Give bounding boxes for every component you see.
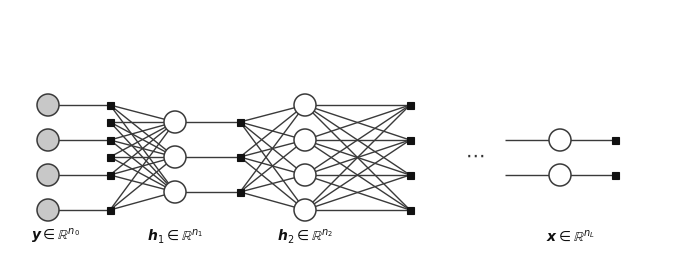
Circle shape xyxy=(549,129,571,151)
Bar xyxy=(407,102,414,108)
Bar xyxy=(106,136,113,144)
Circle shape xyxy=(164,181,186,203)
Circle shape xyxy=(294,129,316,151)
Bar xyxy=(106,153,113,161)
Bar xyxy=(407,171,414,179)
Text: $\cdots$: $\cdots$ xyxy=(466,146,484,165)
Circle shape xyxy=(164,111,186,133)
Circle shape xyxy=(294,94,316,116)
Circle shape xyxy=(37,94,59,116)
Circle shape xyxy=(549,164,571,186)
Bar xyxy=(237,188,244,196)
Bar xyxy=(612,136,619,144)
Bar xyxy=(407,136,414,144)
Circle shape xyxy=(37,199,59,221)
Circle shape xyxy=(294,199,316,221)
Circle shape xyxy=(37,129,59,151)
Bar xyxy=(612,171,619,179)
Text: $\boldsymbol{h}_1 \in \mathbb{R}^{n_1}$: $\boldsymbol{h}_1 \in \mathbb{R}^{n_1}$ xyxy=(147,228,203,246)
Circle shape xyxy=(294,164,316,186)
Bar xyxy=(106,119,113,125)
Bar xyxy=(106,207,113,214)
Bar xyxy=(237,119,244,125)
Bar xyxy=(106,171,113,179)
Bar xyxy=(407,207,414,214)
Bar xyxy=(106,102,113,108)
Text: $\boldsymbol{x} \in \mathbb{R}^{n_L}$: $\boldsymbol{x} \in \mathbb{R}^{n_L}$ xyxy=(545,229,594,245)
Text: $\boldsymbol{h}_2 \in \mathbb{R}^{n_2}$: $\boldsymbol{h}_2 \in \mathbb{R}^{n_2}$ xyxy=(277,228,333,246)
Text: $\boldsymbol{y} \in \mathbb{R}^{n_0}$: $\boldsymbol{y} \in \mathbb{R}^{n_0}$ xyxy=(31,228,80,246)
Bar xyxy=(237,153,244,161)
Circle shape xyxy=(164,146,186,168)
Circle shape xyxy=(37,164,59,186)
